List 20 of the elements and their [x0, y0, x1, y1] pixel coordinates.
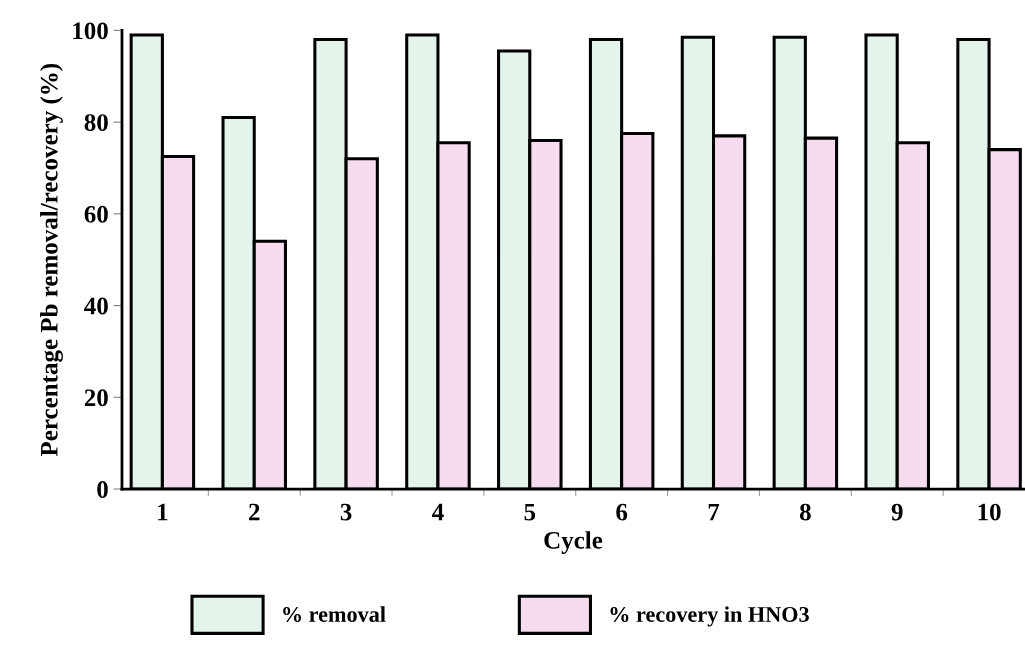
legend-label: % removal: [283, 606, 386, 623]
legend-label: % recovery in HNO3: [610, 606, 809, 627]
y-tick-label: 0: [97, 481, 108, 498]
y-tick-label: 40: [84, 297, 108, 315]
x-tick-label: 6: [616, 503, 628, 521]
y-tick-label: 80: [84, 114, 108, 132]
x-tick-label: 4: [432, 503, 444, 521]
x-tick-label: 9: [891, 503, 903, 521]
x-tick-label: 10: [978, 503, 1001, 521]
x-tick-label: 5: [524, 503, 536, 521]
y-tick-label: 20: [84, 389, 108, 407]
x-tick-label: 7: [708, 503, 720, 521]
x-tick-label: 1: [158, 503, 168, 521]
x-tick-label: 8: [799, 503, 811, 521]
x-tick-label: 3: [340, 503, 352, 521]
x-tick-label: 2: [249, 503, 260, 521]
y-tick-label: 100: [73, 22, 108, 40]
y-axis-title: Percentage Pb removal/recovery (%): [40, 63, 63, 457]
y-tick-label: 60: [84, 205, 108, 223]
x-axis-title: Cycle: [544, 531, 603, 554]
